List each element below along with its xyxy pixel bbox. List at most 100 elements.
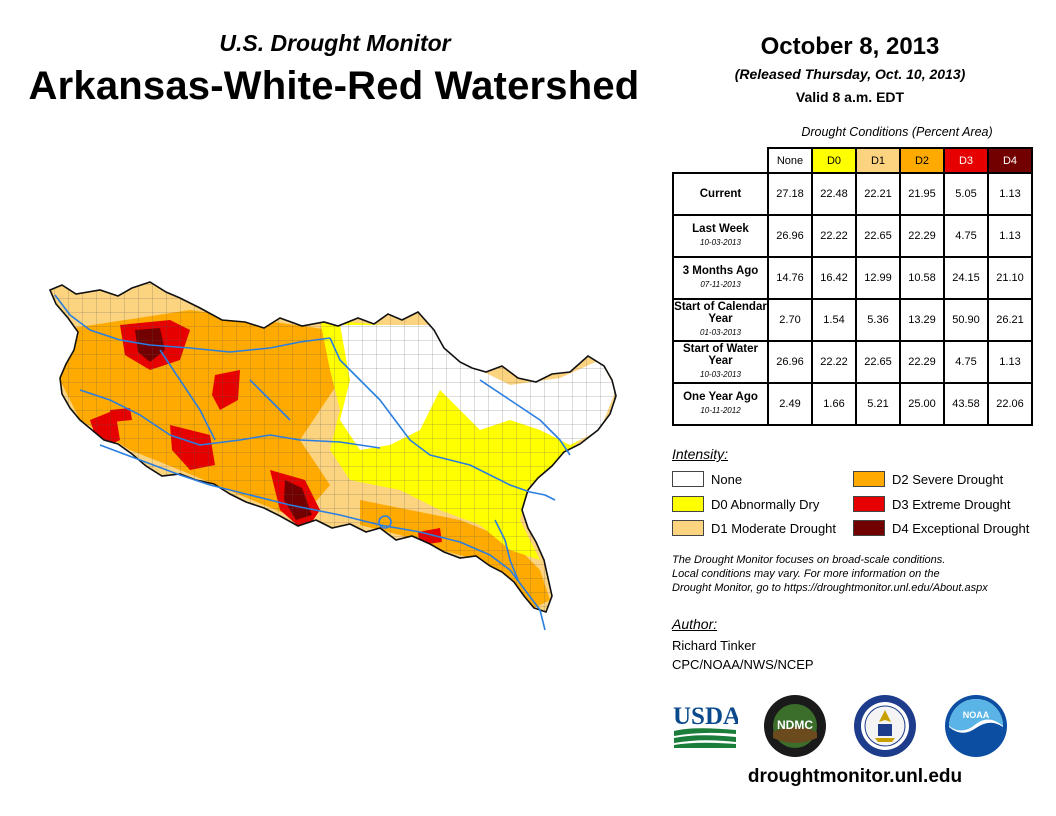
col-header-d3: D3 [943,147,989,174]
table-cell: 10.58 [899,256,945,300]
table-cell: 22.22 [811,340,857,384]
row-label: Current [672,172,769,216]
table-row: 3 Months Ago 07-11-2013 14.76 16.42 12.99… [672,256,1033,300]
table-cell: 27.18 [767,172,813,216]
row-date: 01-03-2013 [700,328,741,337]
legend-swatch [853,520,885,536]
table-cell: 5.36 [855,298,901,342]
author-name: Richard Tinker [672,638,756,653]
table-cell: 21.95 [899,172,945,216]
table-row: Current 27.18 22.48 22.21 21.95 5.05 1.1… [672,172,1033,216]
legend-item-d4: D4 Exceptional Drought [853,520,1029,536]
legend-label: None [711,471,743,487]
author-heading: Author: [672,616,718,632]
table-row: Last Week 10-03-2013 26.96 22.22 22.65 22… [672,214,1033,258]
table-cell: 4.75 [943,214,989,258]
ndmc-logo-text: NDMC [777,718,813,732]
legend-item-d0: D0 Abnormally Dry [672,496,819,512]
release-date: (Released Thursday, Oct. 10, 2013) [734,66,966,82]
river-cimarron [79,389,381,449]
row-label: Start of Water Year 10-03-2013 [672,340,769,384]
river-tributary-2 [249,379,291,421]
table-cell: 1.54 [811,298,857,342]
legend-swatch [672,520,704,536]
table-cell: 5.05 [943,172,989,216]
table-row: Start of Calendar Year 01-03-2013 2.70 1.… [672,298,1033,342]
table-cell: 12.99 [855,256,901,300]
row-label: Start of Calendar Year 01-03-2013 [672,298,769,342]
table-cell: 43.58 [943,382,989,426]
table-cell: 21.10 [987,256,1033,300]
table-cell: 16.42 [811,256,857,300]
usda-logo-text: USDA [673,703,738,730]
table-cell: 22.48 [811,172,857,216]
drought-stats-table: None D0 D1 D2 D3 D4 Current 27.18 22.48 … [672,147,1033,426]
col-header-d4: D4 [987,147,1033,174]
legend-label: D2 Severe Drought [892,471,1004,487]
table-cell: 22.29 [899,214,945,258]
valid-time: Valid 8 a.m. EDT [795,89,905,105]
table-cell: 1.13 [987,214,1033,258]
legend-swatch [853,496,885,512]
map-region-d3-s2 [220,500,245,525]
watershed-outline [48,281,617,614]
table-cell: 22.65 [855,214,901,258]
row-date: 10-11-2012 [700,406,741,415]
table-cell: 1.13 [987,340,1033,384]
table-cell: 4.75 [943,340,989,384]
table-cell: 22.22 [811,214,857,258]
table-cell: 1.66 [811,382,857,426]
col-header-d0: D0 [811,147,857,174]
river-arkansas-lower [329,337,556,501]
map-region-d3-far-se [518,610,540,612]
legend-label: D1 Moderate Drought [711,520,837,536]
legend-item-d3: D3 Extreme Drought [853,496,1011,512]
row-date: 07-11-2013 [700,280,741,289]
table-cell: 26.96 [767,340,813,384]
table-cell: 14.76 [767,256,813,300]
river-tributary-1 [159,349,216,441]
legend-label: D3 Extreme Drought [892,496,1011,512]
legend-label: D4 Exceptional Drought [892,520,1030,536]
map-date: October 8, 2013 [760,33,940,60]
table-corner [673,148,768,173]
river-arkansas-upper [54,294,331,353]
legend-title: Intensity: [672,446,729,462]
table-cell: 26.96 [767,214,813,258]
table-cell: 26.21 [987,298,1033,342]
col-header-d1: D1 [855,147,901,174]
drought-map [48,281,617,631]
row-date: 10-03-2013 [700,238,741,247]
table-cell: 22.29 [899,340,945,384]
website-url: droughtmonitor.unl.edu [747,766,963,787]
table-row: Start of Water Year 10-03-2013 26.96 22.2… [672,340,1033,384]
usda-logo: USDA [672,700,741,750]
ndmc-logo: NDMC [763,694,827,758]
legend-swatch [672,496,704,512]
doc-seal-logo [853,694,917,758]
river-tributary-3 [494,519,519,581]
row-date: 10-03-2013 [700,370,741,379]
table-cell: 22.06 [987,382,1033,426]
row-label: 3 Months Ago 07-11-2013 [672,256,769,300]
noaa-logo: NOAA [944,694,1008,758]
author-org: CPC/NOAA/NWS/NCEP [672,657,814,672]
table-cell: 13.29 [899,298,945,342]
map-subtitle: U.S. Drought Monitor [219,30,451,56]
table-caption: Drought Conditions (Percent Area) [801,125,993,139]
table-header-row: None D0 D1 D2 D3 D4 [673,147,1033,174]
table-cell: 2.70 [767,298,813,342]
col-header-d2: D2 [899,147,945,174]
map-title: Arkansas-White-Red Watershed [28,64,640,108]
table-cell: 22.65 [855,340,901,384]
disclaimer-note: The Drought Monitor focuses on broad-sca… [672,554,988,594]
legend-swatch [853,471,885,487]
legend-swatch [672,471,704,487]
legend-label: D0 Abnormally Dry [711,496,820,512]
table-cell: 5.21 [855,382,901,426]
table-cell: 1.13 [987,172,1033,216]
river-white [479,379,571,456]
legend-item-none: None [672,471,742,487]
legend-item-d1: D1 Moderate Drought [672,520,836,536]
lake-texoma [378,515,392,529]
